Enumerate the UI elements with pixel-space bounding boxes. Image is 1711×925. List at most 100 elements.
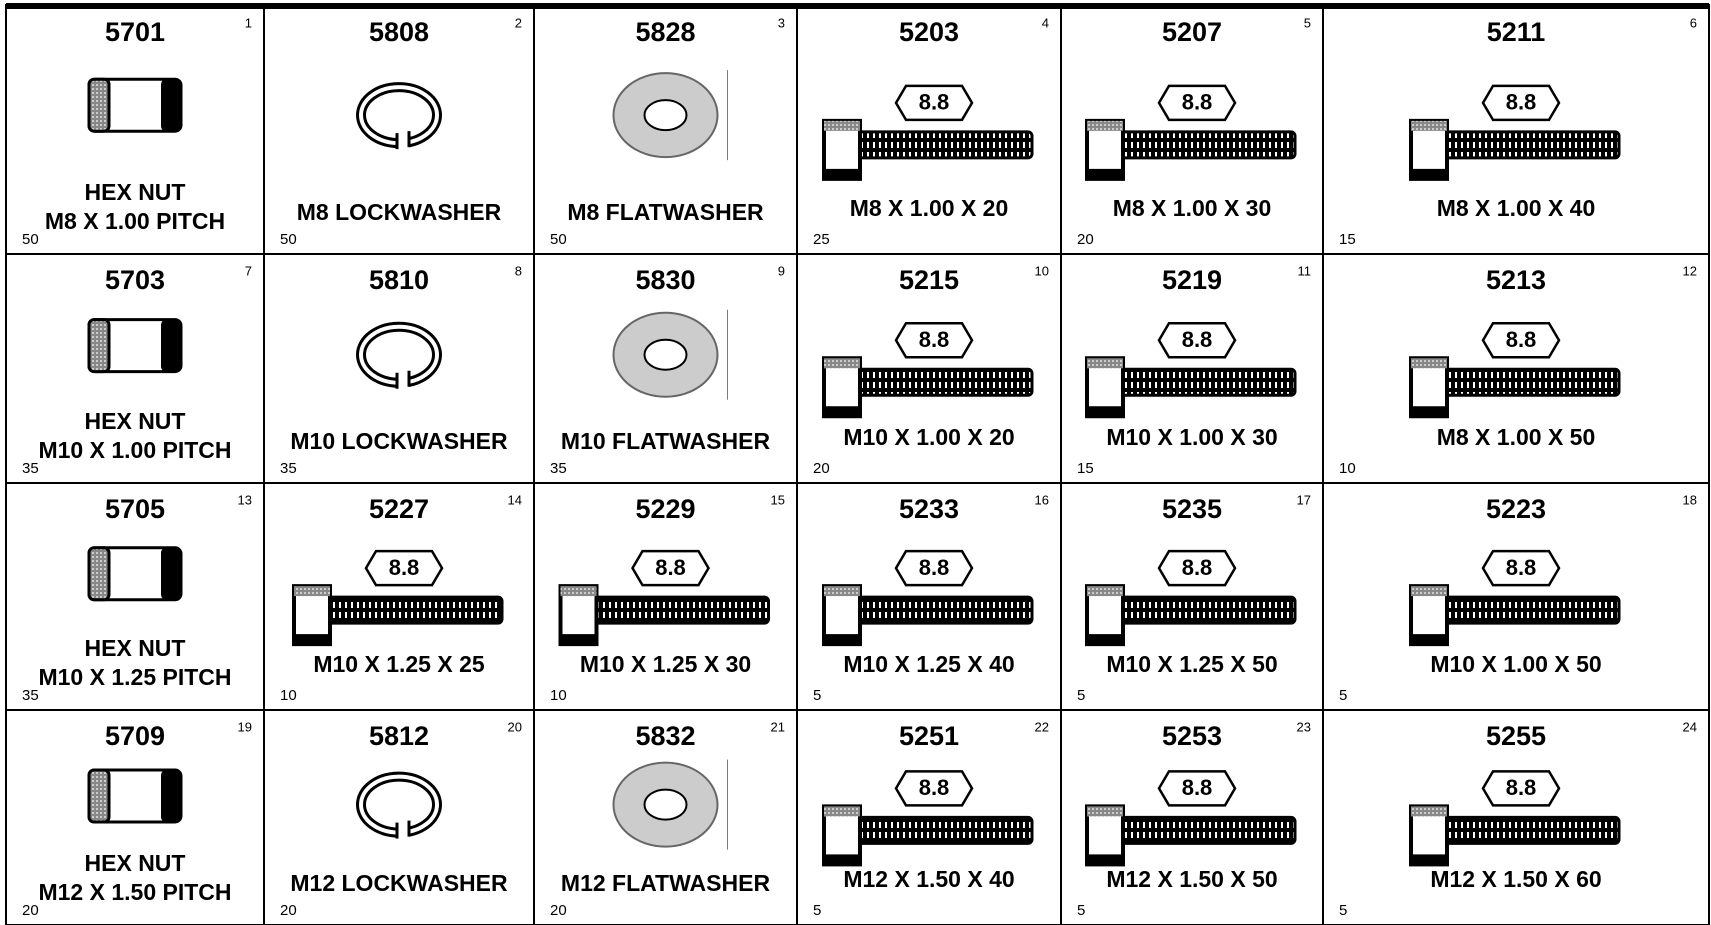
quantity: 20 bbox=[1077, 231, 1094, 248]
part-label: HEX NUT bbox=[85, 408, 186, 434]
part-cell: 5703 7 35 HEX NUT M10 X 1.00 PITCH bbox=[22, 263, 252, 477]
bolt-shaft bbox=[1118, 130, 1297, 160]
quantity: 10 bbox=[1339, 460, 1356, 477]
part-number: 5229 bbox=[635, 494, 695, 524]
part-label: M10 X 1.25 X 50 bbox=[1106, 651, 1277, 677]
part-label: M10 X 1.25 X 40 bbox=[843, 651, 1014, 677]
part-number: 5828 bbox=[635, 17, 695, 47]
quantity: 15 bbox=[1077, 460, 1094, 477]
bolt-head-base bbox=[560, 634, 597, 645]
part-cell: 5255 24 5 M12 X 1.50 X 60 8.8 bbox=[1339, 719, 1697, 919]
grade-label: 8.8 bbox=[1182, 555, 1213, 580]
quantity: 5 bbox=[1339, 902, 1347, 919]
cell-index: 16 bbox=[1035, 492, 1049, 507]
grade-badge bbox=[894, 321, 974, 359]
part-number: 5223 bbox=[1486, 494, 1546, 524]
bolt-head-top bbox=[1087, 806, 1123, 817]
part-cell: 5219 11 15 M10 X 1.00 X 30 8.8 bbox=[1077, 263, 1311, 477]
part-cell: 5229 15 10 M10 X 1.25 X 30 8.8 bbox=[550, 492, 785, 704]
bolt-head-top bbox=[1411, 120, 1447, 131]
part-cell: 5251 22 5 M12 X 1.50 X 40 8.8 bbox=[813, 719, 1049, 919]
part-label: M10 X 1.25 X 25 bbox=[313, 651, 485, 677]
bolt-head-top bbox=[1411, 806, 1447, 817]
quantity: 50 bbox=[22, 231, 39, 248]
part-number: 5203 bbox=[899, 17, 959, 47]
part-label: M12 FLATWASHER bbox=[561, 870, 771, 896]
bolt-shaft bbox=[855, 595, 1034, 625]
grade-badge bbox=[1481, 549, 1561, 587]
part-label: M8 LOCKWASHER bbox=[297, 199, 502, 225]
part-cell: 5709 19 20 HEX NUT M12 X 1.50 PITCH bbox=[22, 719, 252, 919]
bolt-head-base bbox=[294, 634, 330, 645]
nut-side bbox=[87, 318, 111, 374]
part-number: 5213 bbox=[1486, 265, 1546, 295]
part-label: M10 X 1.00 X 50 bbox=[1430, 651, 1601, 677]
cell-index: 22 bbox=[1035, 719, 1049, 734]
quantity: 10 bbox=[550, 687, 567, 704]
grade-label: 8.8 bbox=[1506, 775, 1537, 800]
bolt-head-top bbox=[294, 586, 330, 597]
part-number: 5703 bbox=[105, 265, 165, 295]
part-cell: 5235 17 5 M10 X 1.25 X 50 8.8 bbox=[1077, 492, 1311, 704]
cell-index: 10 bbox=[1035, 263, 1049, 278]
part-cell: 5215 10 20 M10 X 1.00 X 20 8.8 bbox=[813, 263, 1049, 477]
grade-badge bbox=[1481, 770, 1561, 807]
washer-gap bbox=[397, 127, 409, 152]
part-cell: 5812 20 20 M12 LOCKWASHER bbox=[280, 719, 522, 919]
bolt-shaft bbox=[1442, 595, 1621, 625]
quantity: 10 bbox=[280, 687, 297, 704]
bolt-head-top bbox=[1411, 586, 1447, 597]
part-number: 5215 bbox=[899, 265, 959, 295]
washer-hole bbox=[643, 338, 688, 371]
grade-badge bbox=[1481, 321, 1561, 359]
bolt-head-base bbox=[1411, 854, 1447, 865]
grade-badge bbox=[364, 549, 444, 587]
bolt-shaft bbox=[592, 595, 770, 625]
cell-index: 4 bbox=[1042, 15, 1049, 30]
part-label: M8 FLATWASHER bbox=[567, 199, 764, 225]
quantity: 35 bbox=[22, 687, 39, 704]
quantity: 20 bbox=[813, 460, 830, 477]
bolt-head-top bbox=[824, 358, 860, 369]
part-number: 5219 bbox=[1162, 265, 1222, 295]
grade-badge bbox=[894, 549, 974, 587]
part-number: 5253 bbox=[1162, 721, 1222, 751]
bolt-head-base bbox=[1411, 168, 1447, 179]
quantity: 35 bbox=[280, 460, 297, 477]
grade-label: 8.8 bbox=[919, 775, 950, 800]
cell-index: 17 bbox=[1297, 492, 1311, 507]
part-number: 5255 bbox=[1486, 721, 1546, 751]
nut-side bbox=[87, 546, 111, 602]
grade-label: 8.8 bbox=[919, 555, 950, 580]
cell-index: 14 bbox=[508, 492, 522, 507]
bolt-head-base bbox=[1411, 406, 1447, 417]
grade-badge bbox=[1157, 321, 1237, 359]
grade-label: 8.8 bbox=[1506, 90, 1537, 115]
part-label: M10 X 1.00 PITCH bbox=[38, 437, 231, 463]
quantity: 5 bbox=[813, 902, 821, 919]
quantity: 20 bbox=[22, 902, 39, 919]
bolt-head-base bbox=[1411, 634, 1447, 645]
part-cell: 5223 18 5 M10 X 1.00 X 50 8.8 bbox=[1339, 492, 1697, 704]
cell-index: 5 bbox=[1304, 15, 1311, 30]
part-cell: 5211 6 15 M8 X 1.00 X 40 8.8 bbox=[1339, 15, 1697, 248]
part-label: M12 LOCKWASHER bbox=[290, 870, 508, 896]
grade-badge bbox=[1157, 549, 1237, 587]
part-cell: 5227 14 10 M10 X 1.25 X 25 8.8 bbox=[280, 492, 522, 704]
cell-index: 18 bbox=[1683, 492, 1697, 507]
nut-side bbox=[161, 770, 181, 822]
cell-index: 19 bbox=[238, 719, 252, 734]
grade-badge bbox=[1157, 770, 1237, 807]
part-cell: 5203 4 25 M8 X 1.00 X 20 8.8 bbox=[813, 15, 1049, 248]
part-label: HEX NUT bbox=[85, 850, 186, 876]
bolt-head-top bbox=[824, 806, 860, 817]
cell-index: 11 bbox=[1298, 263, 1312, 278]
washer-hole bbox=[643, 99, 688, 132]
quantity: 5 bbox=[1339, 687, 1347, 704]
part-label: HEX NUT bbox=[85, 179, 186, 205]
cell-index: 13 bbox=[238, 492, 252, 507]
nut-side bbox=[161, 319, 181, 372]
quantity: 25 bbox=[813, 231, 830, 248]
part-cell: 5830 9 35 M10 FLATWASHER bbox=[550, 263, 785, 477]
bolt-shaft bbox=[1118, 595, 1297, 625]
